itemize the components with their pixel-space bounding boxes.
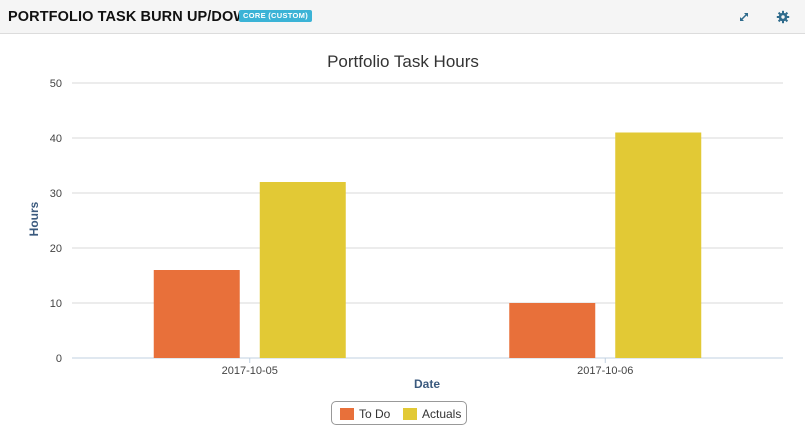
y-tick-label: 30 bbox=[50, 188, 62, 200]
legend-item-actuals[interactable]: Actuals bbox=[403, 407, 461, 421]
y-tick-label: 0 bbox=[56, 353, 62, 365]
x-axis-title: Date bbox=[414, 377, 440, 391]
y-axis-ticks: 0 10 20 30 40 50 bbox=[50, 78, 62, 365]
legend-item-todo[interactable]: To Do bbox=[340, 407, 390, 421]
panel-header: PORTFOLIO TASK BURN UP/DOWN CORE (CUSTOM… bbox=[0, 0, 805, 34]
chart-title: Portfolio Task Hours bbox=[327, 52, 479, 71]
gear-icon[interactable] bbox=[776, 10, 790, 24]
y-tick-label: 50 bbox=[50, 78, 62, 90]
x-axis-ticks: 2017-10-05 2017-10-06 bbox=[222, 358, 633, 377]
bar bbox=[615, 132, 702, 358]
x-tick-label: 2017-10-06 bbox=[577, 365, 633, 377]
expand-icon[interactable] bbox=[737, 10, 751, 24]
core-custom-badge: CORE (CUSTOM) bbox=[239, 10, 313, 22]
y-tick-label: 20 bbox=[50, 243, 62, 255]
bar bbox=[153, 270, 240, 358]
chart-legend: To Do Actuals bbox=[331, 401, 467, 425]
legend-swatch-todo bbox=[340, 408, 354, 420]
x-tick-label: 2017-10-05 bbox=[222, 365, 278, 377]
chart-bars bbox=[153, 132, 702, 358]
y-axis-title: Hours bbox=[27, 201, 41, 236]
bar-chart: Portfolio Task Hours 0 10 20 30 40 50 2017-10… bbox=[27, 52, 783, 391]
legend-label-actuals: Actuals bbox=[422, 407, 462, 421]
bar bbox=[509, 303, 596, 358]
y-tick-label: 10 bbox=[50, 298, 62, 310]
legend-swatch-actuals bbox=[403, 408, 417, 420]
panel-title: PORTFOLIO TASK BURN UP/DOWN bbox=[8, 9, 258, 25]
legend-label-todo: To Do bbox=[359, 407, 391, 421]
bar bbox=[259, 182, 346, 358]
y-tick-label: 40 bbox=[50, 133, 62, 145]
